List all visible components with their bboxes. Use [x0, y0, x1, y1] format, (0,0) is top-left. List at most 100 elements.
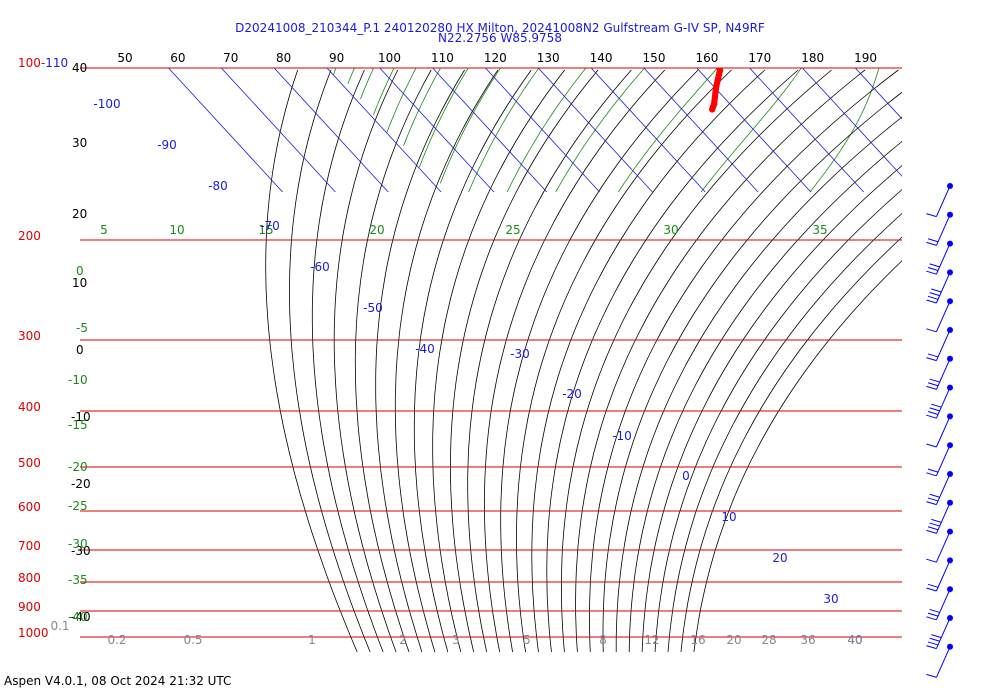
isotherm-line: [914, 0, 1000, 192]
dewpoint-point: [533, 0, 539, 3]
temperature-point: [730, 6, 736, 12]
dewpoint-point: [670, 4, 676, 10]
dewpoint-point: [542, 0, 548, 4]
isotherm-line: [167, 68, 283, 193]
moist-adiabat-line: [386, 68, 417, 134]
dewpoint-point: [580, 0, 586, 6]
temperature-trace: [709, 0, 738, 113]
dewpoint-point: [599, 42, 605, 48]
footer-version: Aspen V4.0.1, 08 Oct 2024 21:32 UTC: [4, 674, 232, 688]
temperature-point: [724, 36, 730, 42]
dewpoint-point: [563, 0, 569, 5]
wind-barb: [926, 211, 953, 246]
pressure-label: 900: [18, 600, 41, 614]
top-scale-label: 70: [223, 51, 238, 65]
temperature-point: [728, 28, 734, 34]
dewpoint-point: [571, 0, 577, 5]
dewpoint-point: [628, 2, 634, 8]
moist-adiabat-line: [347, 68, 355, 85]
moist-adiabat-label-top: 15: [258, 223, 273, 237]
dewpoint-point: [681, 15, 687, 21]
moist-adiabat-line: [418, 68, 469, 168]
top-scale-label: 60: [170, 51, 185, 65]
isotherm-line: [854, 68, 902, 120]
wind-barb: [926, 471, 953, 506]
top-scale-label: 110: [431, 51, 454, 65]
dry-adiabat-line: [628, 140, 902, 652]
isotherm-line: [861, 0, 1000, 192]
dewpoint-point: [659, 21, 665, 27]
moist-adiabat-label-top: 25: [505, 223, 520, 237]
dewpoint-point: [512, 0, 518, 2]
mixing-ratio-label: 8: [599, 633, 607, 647]
top-scale-label: 90: [329, 51, 344, 65]
dewpoint-point: [601, 0, 607, 6]
dewpoint-point: [659, 21, 665, 27]
moist-adiabat-line: [360, 68, 375, 99]
dewpoint-point: [670, 18, 676, 24]
dry-adiabat-line: [333, 69, 399, 652]
dewpoint-point: [651, 25, 657, 31]
moist-adiabat-line: [617, 68, 718, 193]
moist-adiabat-label-top: 30: [663, 223, 678, 237]
dewpoint-point: [615, 39, 621, 45]
dry-adiabat-line: [354, 69, 432, 652]
dry-adiabat-line: [311, 69, 384, 652]
isotherm-label: -40: [415, 342, 435, 356]
moist-adiabat-line: [309, 0, 492, 46]
wind-barb: [926, 355, 953, 390]
dewpoint-point: [656, 22, 662, 28]
pressure-label: 700: [18, 539, 41, 553]
dry-adiabat-line: [531, 69, 766, 652]
dry-adiabat-label: 0: [76, 343, 84, 357]
dewpoint-point: [597, 44, 603, 50]
dewpoint-point: [622, 1, 628, 7]
dewpoint-point: [655, 3, 661, 9]
dewpoint-point: [646, 3, 652, 9]
dry-adiabat-line: [693, 260, 902, 652]
dry-adiabat-line: [641, 165, 902, 652]
pressure-label: 500: [18, 456, 41, 470]
moist-adiabat-label: -35: [68, 573, 88, 587]
wind-barb: [926, 528, 953, 563]
dewpoint-point: [664, 3, 670, 9]
isotherm-line: [220, 68, 336, 193]
temperature-point: [729, 25, 735, 31]
dry-adiabat-line: [467, 69, 632, 652]
isotherm-line: [326, 68, 442, 193]
isotherm-label: 0: [682, 469, 690, 483]
dewpoint-point: [664, 19, 670, 25]
dewpoint-point: [586, 0, 592, 6]
dewpoint-point: [605, 41, 611, 47]
dewpoint-point: [697, 6, 703, 12]
temperature-point: [731, 17, 737, 23]
dewpoint-point: [649, 27, 655, 33]
wind-barb: [926, 499, 953, 534]
dewpoint-point: [625, 1, 631, 7]
dewpoint-point: [676, 17, 682, 23]
wind-barb: [926, 413, 953, 448]
dewpoint-point: [702, 9, 708, 15]
dry-adiabat-line: [432, 69, 566, 652]
isotherm-label: 40: [847, 633, 862, 647]
temperature-point: [732, 11, 738, 17]
mixing-ratio-label: 0.1: [50, 619, 69, 633]
temperature-point: [732, 11, 738, 17]
top-scale-label: 170: [748, 51, 771, 65]
dewpoint-point: [654, 24, 660, 30]
top-scale-label: 190: [854, 51, 877, 65]
dewpoint-point: [644, 29, 650, 35]
dewpoint-point: [607, 1, 613, 7]
dry-adiabat-line: [500, 69, 699, 652]
dewpoint-point: [551, 0, 557, 4]
wind-barb: [926, 643, 953, 678]
temperature-point: [723, 38, 729, 44]
dry-adiabat-line: [546, 69, 799, 652]
dewpoint-point: [661, 20, 667, 26]
temperature-point: [730, 0, 736, 6]
temperature-point: [729, 22, 735, 28]
dewpoint-point: [621, 38, 627, 44]
dewpoint-point: [602, 42, 608, 48]
mixing-ratio-label: 5: [523, 633, 531, 647]
pressure-label: 200: [18, 229, 41, 243]
